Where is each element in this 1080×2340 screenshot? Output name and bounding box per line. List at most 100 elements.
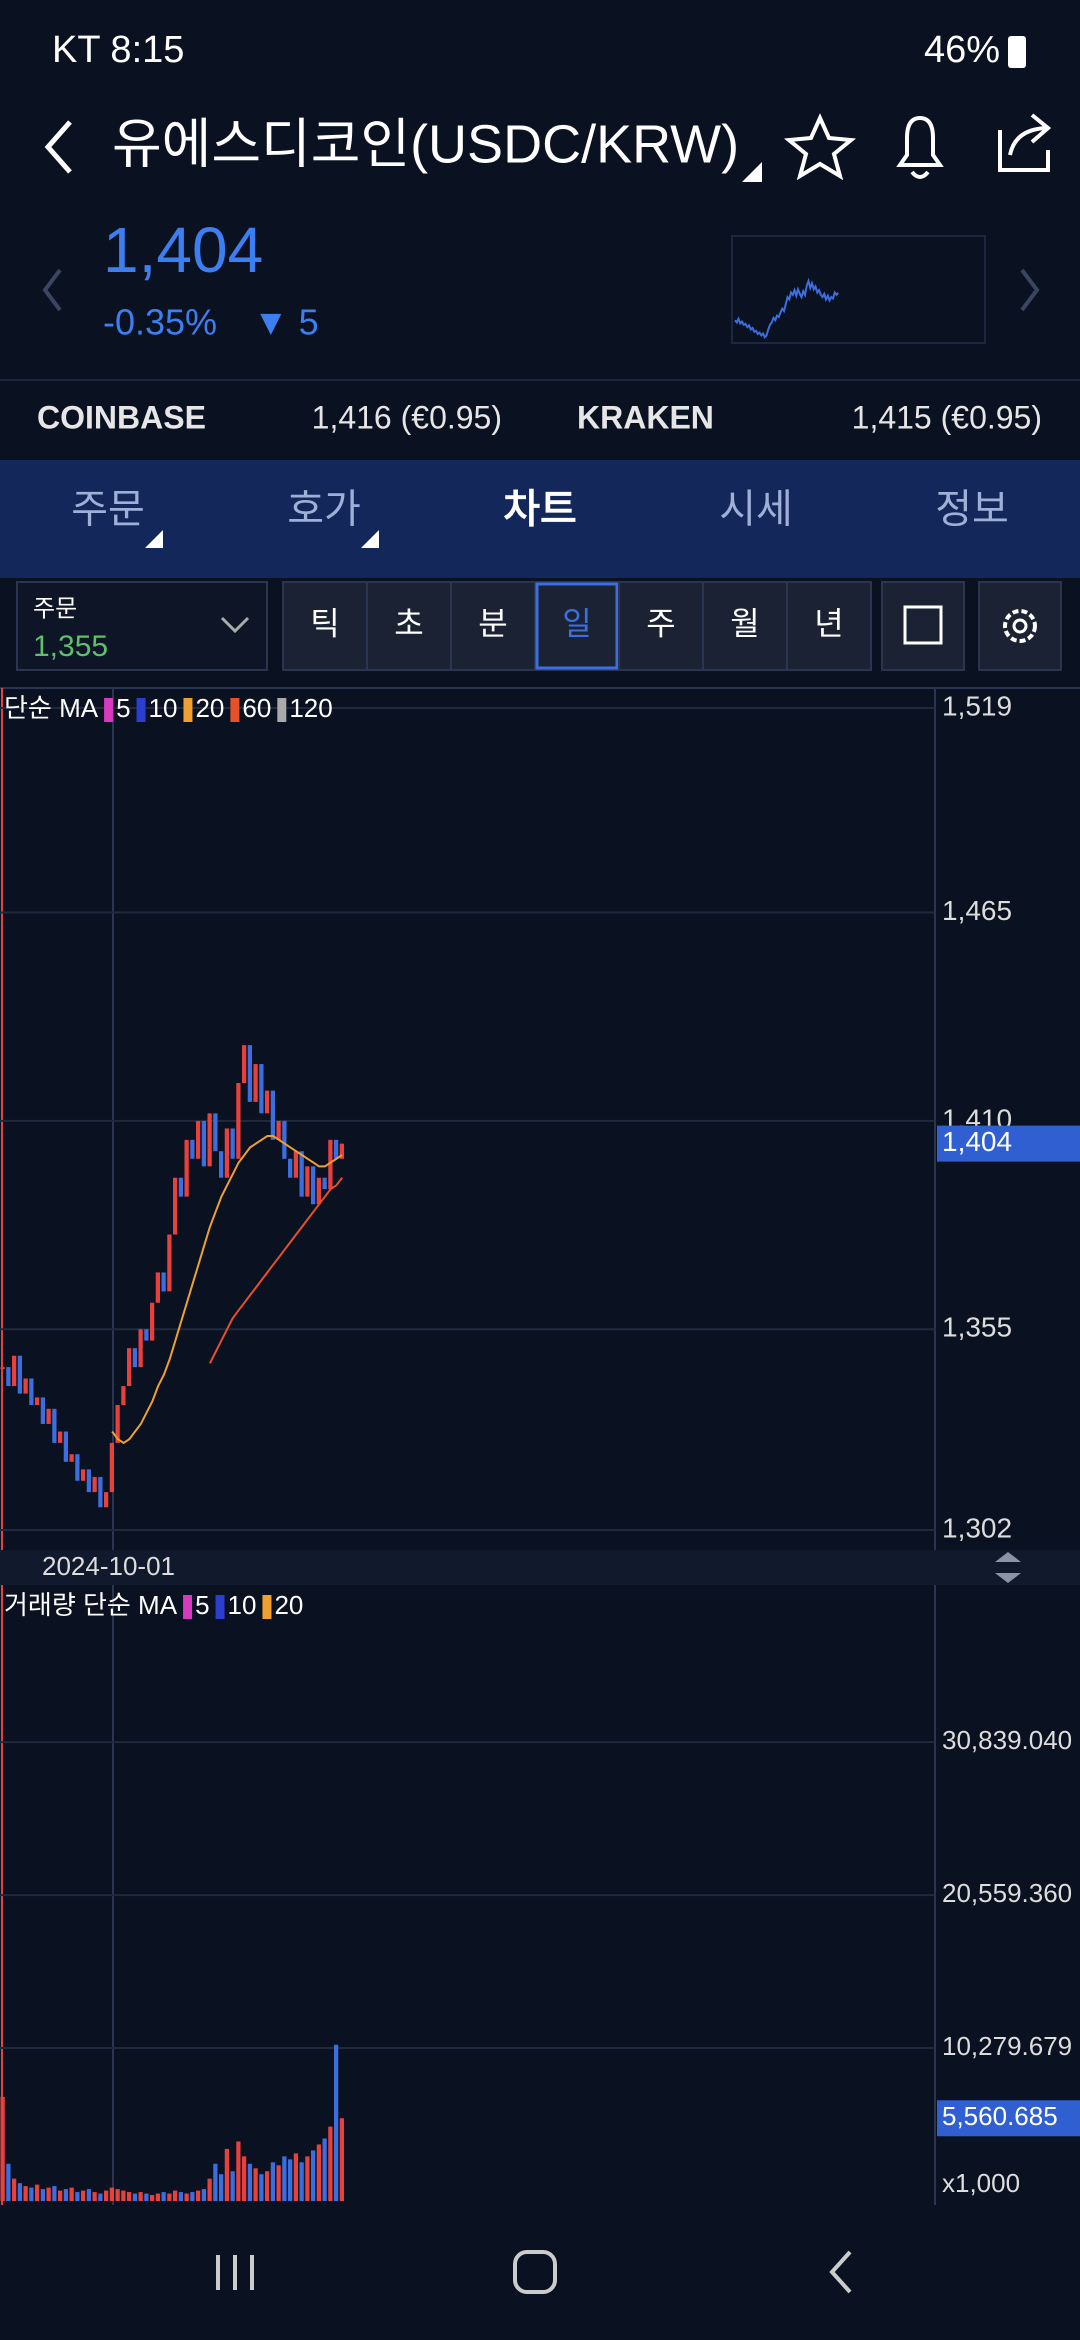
volume-bar [161, 2192, 166, 2201]
period-label: 년 [814, 605, 843, 641]
legend-label: 120 [289, 693, 332, 723]
period-button[interactable] [450, 581, 536, 671]
volume-bar [305, 2156, 310, 2201]
volume-bar [98, 2193, 103, 2201]
volume-bar [334, 2044, 339, 2201]
candle [46, 1408, 51, 1424]
volume-bar [52, 2186, 57, 2201]
period-label: 월 [730, 605, 759, 641]
period-label: 일 [562, 605, 591, 641]
volume-bar [207, 2178, 212, 2201]
tab[interactable]: 차트 [503, 488, 577, 532]
volume-bar [35, 2184, 40, 2201]
exchange-name: COINBASE [37, 399, 206, 435]
tab[interactable]: 주문 [71, 488, 145, 532]
candle [132, 1348, 137, 1368]
volume-bar [92, 2192, 97, 2201]
share-button[interactable] [998, 113, 1052, 172]
volume-bar [339, 2118, 344, 2201]
volume-unit: x1,000 [942, 2168, 1020, 2198]
volume-bar [196, 2190, 201, 2201]
volume-bar [12, 2178, 17, 2201]
candle [167, 1234, 172, 1292]
period-label: 주 [646, 605, 675, 641]
legend-swatch [104, 698, 114, 722]
volume-bar [58, 2190, 63, 2201]
order-value: 1,355 [33, 630, 108, 663]
candle [155, 1272, 160, 1303]
coin-title[interactable]: 유에스디코인(USDC/KRW) [112, 114, 739, 174]
tab[interactable]: 시세 [719, 488, 793, 532]
recents-button[interactable] [216, 2255, 254, 2290]
tab[interactable]: 정보 [935, 488, 1009, 532]
candle [288, 1158, 293, 1178]
candle [69, 1454, 74, 1462]
home-button[interactable] [513, 2250, 557, 2294]
candle [219, 1151, 224, 1178]
volume-bar [293, 2153, 298, 2201]
sparkline [734, 277, 840, 339]
volume-bar [322, 2138, 327, 2201]
nav-back-button[interactable] [829, 2250, 852, 2294]
resize-handle[interactable] [995, 1552, 1021, 1583]
period-button[interactable] [282, 581, 368, 671]
favorite-button[interactable] [783, 113, 857, 181]
volume-bar [144, 2193, 149, 2201]
draw-button[interactable] [881, 581, 965, 671]
volume-bar [259, 2174, 264, 2201]
period-selected [535, 582, 619, 670]
period-button[interactable] [786, 581, 872, 671]
next-coin[interactable] [1020, 268, 1040, 312]
candle [201, 1120, 206, 1167]
period-button[interactable] [366, 581, 452, 671]
back-button[interactable] [44, 120, 72, 174]
volume-bar [316, 2144, 321, 2201]
y-tick-label: 1,302 [942, 1512, 1012, 1543]
legend-label: 10 [149, 693, 178, 723]
candle [29, 1378, 34, 1405]
volume-bar [213, 2163, 218, 2201]
volume-bar [121, 2190, 126, 2201]
y-tick-label: 30,839.040 [942, 1725, 1072, 1755]
volume-bar [242, 2156, 247, 2201]
change-percent: -0.35% [103, 302, 217, 343]
prev-coin[interactable] [42, 268, 62, 312]
volume-bar [224, 2148, 229, 2201]
title-dropdown[interactable] [742, 162, 762, 182]
alert-button[interactable] [896, 115, 944, 179]
legend-label: 20 [195, 693, 224, 723]
period-button[interactable] [702, 581, 788, 671]
settings-button[interactable] [978, 581, 1062, 671]
candle [6, 1367, 11, 1387]
volume-bar [104, 2190, 109, 2201]
legend-label: 5 [195, 1590, 209, 1620]
candle [12, 1355, 17, 1387]
candle [81, 1469, 86, 1481]
legend-swatch [230, 698, 240, 722]
candle [173, 1177, 178, 1235]
volume-bar [23, 2186, 28, 2201]
order-dropdown[interactable] [220, 616, 250, 634]
ma-line [111, 1135, 343, 1445]
tab-dropdown [145, 530, 163, 548]
volume-bar [201, 2189, 206, 2201]
legend-label: 5 [116, 693, 130, 723]
y-tick-label: 1,465 [942, 895, 1012, 926]
status-time: KT 8:15 [52, 29, 184, 71]
volume-bar [86, 2189, 91, 2201]
candle [52, 1408, 57, 1443]
legend-title: 거래량 단순 MA [4, 1590, 178, 1620]
volume-bar [6, 2163, 11, 2201]
y-tick-label: 10,279.679 [942, 2031, 1072, 2061]
volume-bar [127, 2192, 132, 2201]
settings-icon [1012, 618, 1028, 634]
candle [247, 1045, 252, 1102]
candle [63, 1431, 68, 1462]
volume-bar [282, 2156, 287, 2201]
tab[interactable]: 호가 [287, 488, 361, 532]
order-box[interactable] [16, 581, 268, 671]
candle [316, 1177, 321, 1205]
volume-bar [247, 2163, 252, 2201]
candle [270, 1090, 275, 1140]
candle [236, 1083, 241, 1159]
